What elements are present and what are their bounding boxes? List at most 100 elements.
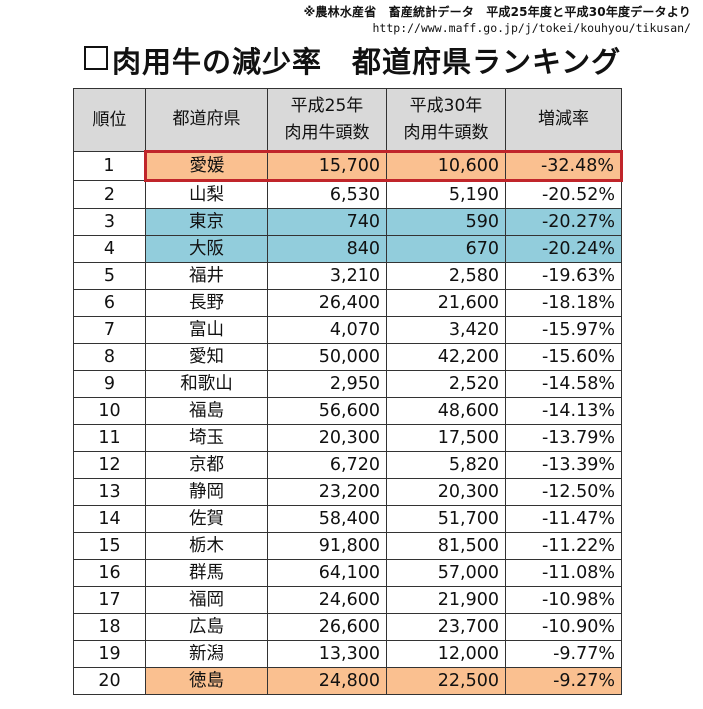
cell-rank: 3: [73, 208, 146, 236]
cell-rate: -20.52%: [505, 180, 622, 209]
cell-h25-count: 13,300: [267, 640, 387, 668]
cell-h30-count: 17,500: [386, 424, 506, 452]
cell-rank: 5: [73, 262, 146, 290]
checkbox-square-icon: [84, 46, 108, 70]
cell-h30-count: 42,200: [386, 343, 506, 371]
cell-rate: -14.13%: [505, 397, 622, 425]
cell-rank: 2: [73, 180, 146, 209]
table-row: 16 群馬 64,100 57,000 -11.08%: [73, 559, 622, 587]
table-row: 11 埼玉 20,300 17,500 -13.79%: [73, 424, 622, 452]
header-prefecture: 都道府県: [145, 88, 268, 152]
table-row: 2 山梨 6,530 5,190 -20.52%: [73, 180, 622, 209]
table-row: 13 静岡 23,200 20,300 -12.50%: [73, 478, 622, 506]
cell-h30-count: 12,000: [386, 640, 506, 668]
cell-rank: 17: [73, 586, 146, 614]
header-h30-line1: 平成30年: [409, 95, 483, 116]
cell-prefecture: 愛知: [145, 343, 268, 371]
cell-prefecture: 新潟: [145, 640, 268, 668]
cell-rank: 7: [73, 316, 146, 344]
table-row: 3 東京 740 590 -20.27%: [73, 208, 622, 236]
table-row: 20 徳島 24,800 22,500 -9.27%: [73, 667, 622, 695]
cell-h25-count: 24,600: [267, 586, 387, 614]
cell-h30-count: 51,700: [386, 505, 506, 533]
cell-rank: 13: [73, 478, 146, 506]
cell-prefecture: 福岡: [145, 586, 268, 614]
cell-h25-count: 91,800: [267, 532, 387, 560]
cell-h25-count: 64,100: [267, 559, 387, 587]
cell-h25-count: 3,210: [267, 262, 387, 290]
cell-h25-count: 26,400: [267, 289, 387, 317]
cell-prefecture: 山梨: [145, 180, 268, 209]
cell-rate: -15.60%: [505, 343, 622, 371]
cell-prefecture: 静岡: [145, 478, 268, 506]
cell-h25-count: 26,600: [267, 613, 387, 641]
cell-h25-count: 23,200: [267, 478, 387, 506]
source-citation: ※農林水産省 畜産統計データ 平成25年度と平成30年度データより: [303, 5, 691, 19]
source-note: ※農林水産省 畜産統計データ 平成25年度と平成30年度データより http:/…: [304, 4, 691, 36]
cell-prefecture: 佐賀: [145, 505, 268, 533]
cell-h30-count: 10,600: [386, 150, 506, 182]
cell-h30-count: 2,580: [386, 262, 506, 290]
cell-rate: -13.39%: [505, 451, 622, 479]
cell-h25-count: 740: [267, 208, 387, 236]
cell-h30-count: 81,500: [386, 532, 506, 560]
header-h25-line1: 平成25年: [290, 95, 364, 116]
cell-h25-count: 15,700: [267, 150, 387, 182]
cell-h30-count: 23,700: [386, 613, 506, 641]
table-row: 9 和歌山 2,950 2,520 -14.58%: [73, 370, 622, 398]
page-title: 肉用牛の減少率 都道府県ランキング: [84, 44, 621, 80]
cell-rank: 19: [73, 640, 146, 668]
cell-rank: 20: [73, 667, 146, 695]
cell-prefecture: 富山: [145, 316, 268, 344]
cell-prefecture: 埼玉: [145, 424, 268, 452]
cell-h30-count: 5,820: [386, 451, 506, 479]
cell-rank: 18: [73, 613, 146, 641]
cell-rank: 12: [73, 451, 146, 479]
cell-h30-count: 3,420: [386, 316, 506, 344]
cell-rate: -9.27%: [505, 667, 622, 695]
cell-rate: -19.63%: [505, 262, 622, 290]
cell-h25-count: 6,530: [267, 180, 387, 209]
table-row: 19 新潟 13,300 12,000 -9.77%: [73, 640, 622, 668]
table-row: 18 広島 26,600 23,700 -10.90%: [73, 613, 622, 641]
cell-prefecture: 京都: [145, 451, 268, 479]
cell-prefecture: 大阪: [145, 235, 268, 263]
cell-rate: -11.08%: [505, 559, 622, 587]
cell-h25-count: 4,070: [267, 316, 387, 344]
cell-h30-count: 21,600: [386, 289, 506, 317]
cell-h25-count: 24,800: [267, 667, 387, 695]
cell-h30-count: 5,190: [386, 180, 506, 209]
cell-rank: 10: [73, 397, 146, 425]
cell-h30-count: 670: [386, 235, 506, 263]
table-row: 7 富山 4,070 3,420 -15.97%: [73, 316, 622, 344]
page-title-text: 肉用牛の減少率 都道府県ランキング: [112, 45, 622, 79]
cell-rate: -12.50%: [505, 478, 622, 506]
table-row: 12 京都 6,720 5,820 -13.39%: [73, 451, 622, 479]
cell-rate: -10.90%: [505, 613, 622, 641]
cell-rank: 11: [73, 424, 146, 452]
table-header-row: 順位 都道府県 平成25年 肉用牛頭数 平成30年 肉用牛頭数 増減率: [73, 88, 622, 152]
table-row: 4 大阪 840 670 -20.24%: [73, 235, 622, 263]
cell-prefecture: 和歌山: [145, 370, 268, 398]
header-h25-line2: 肉用牛頭数: [284, 122, 370, 143]
header-rank: 順位: [73, 88, 146, 152]
cell-rate: -32.48%: [505, 150, 623, 182]
source-url: http://www.maff.go.jp/j/tokei/kouhyou/ti…: [372, 21, 692, 35]
cell-h30-count: 590: [386, 208, 506, 236]
table-row: 14 佐賀 58,400 51,700 -11.47%: [73, 505, 622, 533]
table-row: 6 長野 26,400 21,600 -18.18%: [73, 289, 622, 317]
ranking-table: 順位 都道府県 平成25年 肉用牛頭数 平成30年 肉用牛頭数 増減率 1 愛媛 1…: [73, 88, 623, 695]
table-row: 1 愛媛 15,700 10,600 -32.48%: [73, 150, 623, 182]
cell-rate: -15.97%: [505, 316, 622, 344]
cell-rate: -11.22%: [505, 532, 622, 560]
cell-rank: 4: [73, 235, 146, 263]
cell-rate: -20.27%: [505, 208, 622, 236]
cell-rank: 9: [73, 370, 146, 398]
cell-h25-count: 50,000: [267, 343, 387, 371]
cell-h30-count: 2,520: [386, 370, 506, 398]
table-row: 17 福岡 24,600 21,900 -10.98%: [73, 586, 622, 614]
cell-rate: -20.24%: [505, 235, 622, 263]
cell-rank: 14: [73, 505, 146, 533]
cell-prefecture: 東京: [145, 208, 268, 236]
header-h30-line2: 肉用牛頭数: [403, 122, 489, 143]
